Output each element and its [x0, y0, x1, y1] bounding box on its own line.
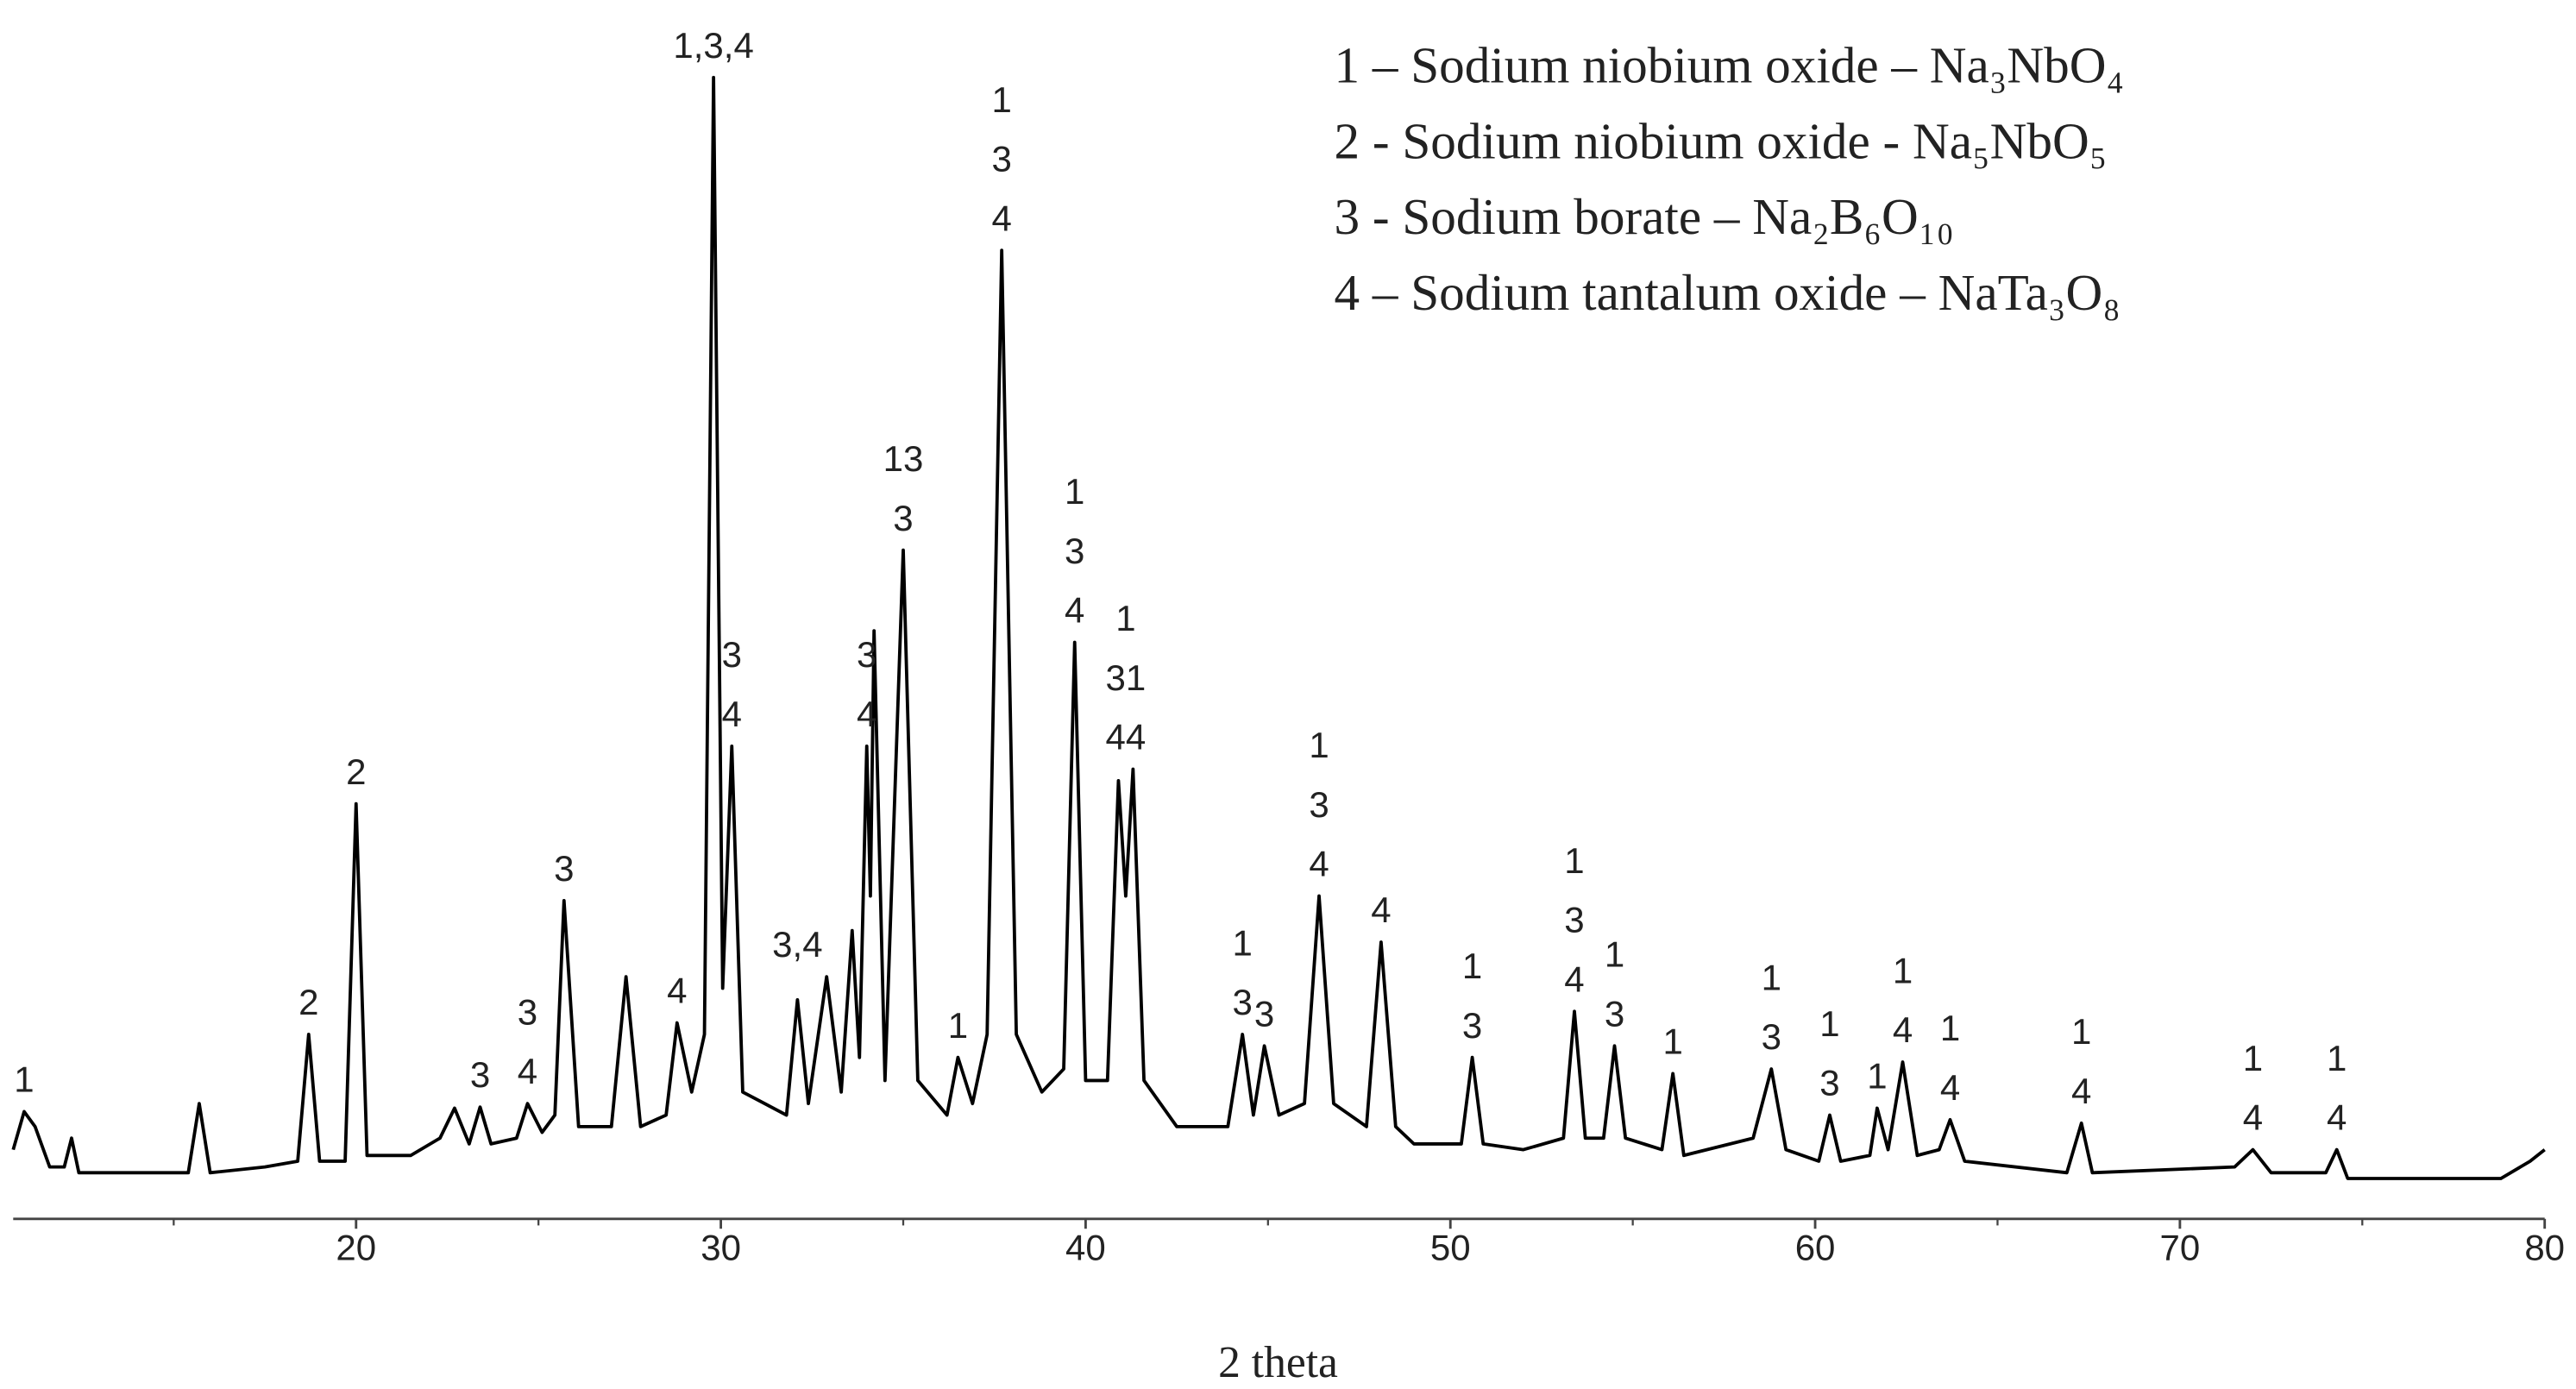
peak-label: 3 — [1065, 531, 1084, 571]
peak-label: 4 — [2071, 1071, 2091, 1111]
peak-label: 1 — [1762, 957, 1781, 997]
peak-label: 1 — [1819, 1003, 1839, 1044]
legend-entry: 1 – Sodium niobium oxide – Na₃NbO₄ — [1334, 36, 2124, 93]
peak-label: 1 — [1115, 598, 1135, 638]
legend-entry: 3 - Sodium borate – Na₂B₆O₁₀ — [1334, 188, 1954, 245]
x-tick-label: 50 — [1430, 1228, 1471, 1268]
peak-label: 4 — [1371, 889, 1391, 930]
peak-label: 1 — [1233, 922, 1253, 963]
peak-label: 4 — [857, 694, 876, 734]
peak-label: 3 — [1819, 1063, 1839, 1103]
peak-label: 4 — [1309, 844, 1329, 884]
peak-label: 1 — [1309, 725, 1329, 765]
peak-label: 3 — [1605, 993, 1624, 1034]
x-tick-label: 80 — [2524, 1228, 2565, 1268]
peak-label: 1 — [2327, 1038, 2347, 1078]
legend-entry: 2 - Sodium niobium oxide - Na₅NbO₅ — [1334, 112, 2107, 169]
peak-label: 3 — [857, 634, 876, 675]
x-axis-label: 2 theta — [1218, 1338, 1338, 1387]
peak-label: 1 — [1867, 1056, 1887, 1097]
legend-entry: 4 – Sodium tantalum oxide – NaTa₃O₈ — [1334, 264, 2120, 321]
diffraction-line — [11, 75, 2546, 1180]
peak-label: 4 — [518, 1051, 537, 1091]
peak-label: 3 — [518, 992, 537, 1033]
peak-label: 3 — [470, 1054, 490, 1095]
x-tick-label: 70 — [2160, 1228, 2201, 1268]
peak-label: 44 — [1106, 717, 1147, 757]
peak-label: 4 — [1065, 590, 1084, 631]
peak-label: 3 — [1564, 900, 1584, 940]
peak-label: 1 — [1940, 1008, 1960, 1048]
peak-label: 2 — [298, 982, 318, 1022]
peak-label: 4 — [667, 971, 687, 1011]
x-tick-label: 20 — [336, 1228, 376, 1268]
peak-label: 1 — [2071, 1011, 2091, 1052]
x-tick-label: 40 — [1065, 1228, 1106, 1268]
peak-label: 3 — [1309, 784, 1329, 825]
peak-label: 4 — [1940, 1067, 1960, 1108]
peak-label: 3 — [1762, 1016, 1781, 1057]
peak-label: 1 — [2243, 1038, 2263, 1078]
peak-label: 4 — [2243, 1097, 2263, 1138]
peak-label: 4 — [722, 694, 742, 734]
peak-label: 1 — [1462, 946, 1482, 986]
peak-label: 3 — [893, 498, 913, 538]
peak-label: 1,3,4 — [673, 25, 753, 66]
peak-label: 3 — [554, 848, 574, 889]
peak-label: 1 — [14, 1059, 34, 1100]
peak-label: 4 — [1564, 958, 1584, 999]
peak-label: 1 — [1893, 950, 1913, 990]
peak-label: 3,4 — [772, 924, 822, 965]
x-tick-label: 30 — [701, 1228, 741, 1268]
peak-label: 3 — [1233, 982, 1253, 1022]
peak-label: 4 — [991, 198, 1011, 238]
peak-label: 3 — [722, 634, 742, 675]
peak-label: 31 — [1106, 657, 1147, 698]
peak-label: 1 — [1605, 934, 1624, 975]
peak-label: 1 — [991, 79, 1011, 120]
x-tick-label: 60 — [1795, 1228, 1836, 1268]
peak-label: 1 — [948, 1005, 968, 1046]
peak-label: 4 — [2327, 1097, 2347, 1138]
peak-label: 4 — [1893, 1009, 1913, 1050]
peak-label: 3 — [1462, 1005, 1482, 1046]
peak-label: 1 — [1065, 471, 1084, 512]
peak-label: 3 — [991, 139, 1011, 179]
peak-label: 3 — [1254, 993, 1274, 1034]
peak-label: 2 — [346, 751, 366, 792]
peak-label: 13 — [883, 438, 924, 479]
peak-label: 1 — [1662, 1021, 1682, 1061]
peak-label: 1 — [1564, 840, 1584, 881]
